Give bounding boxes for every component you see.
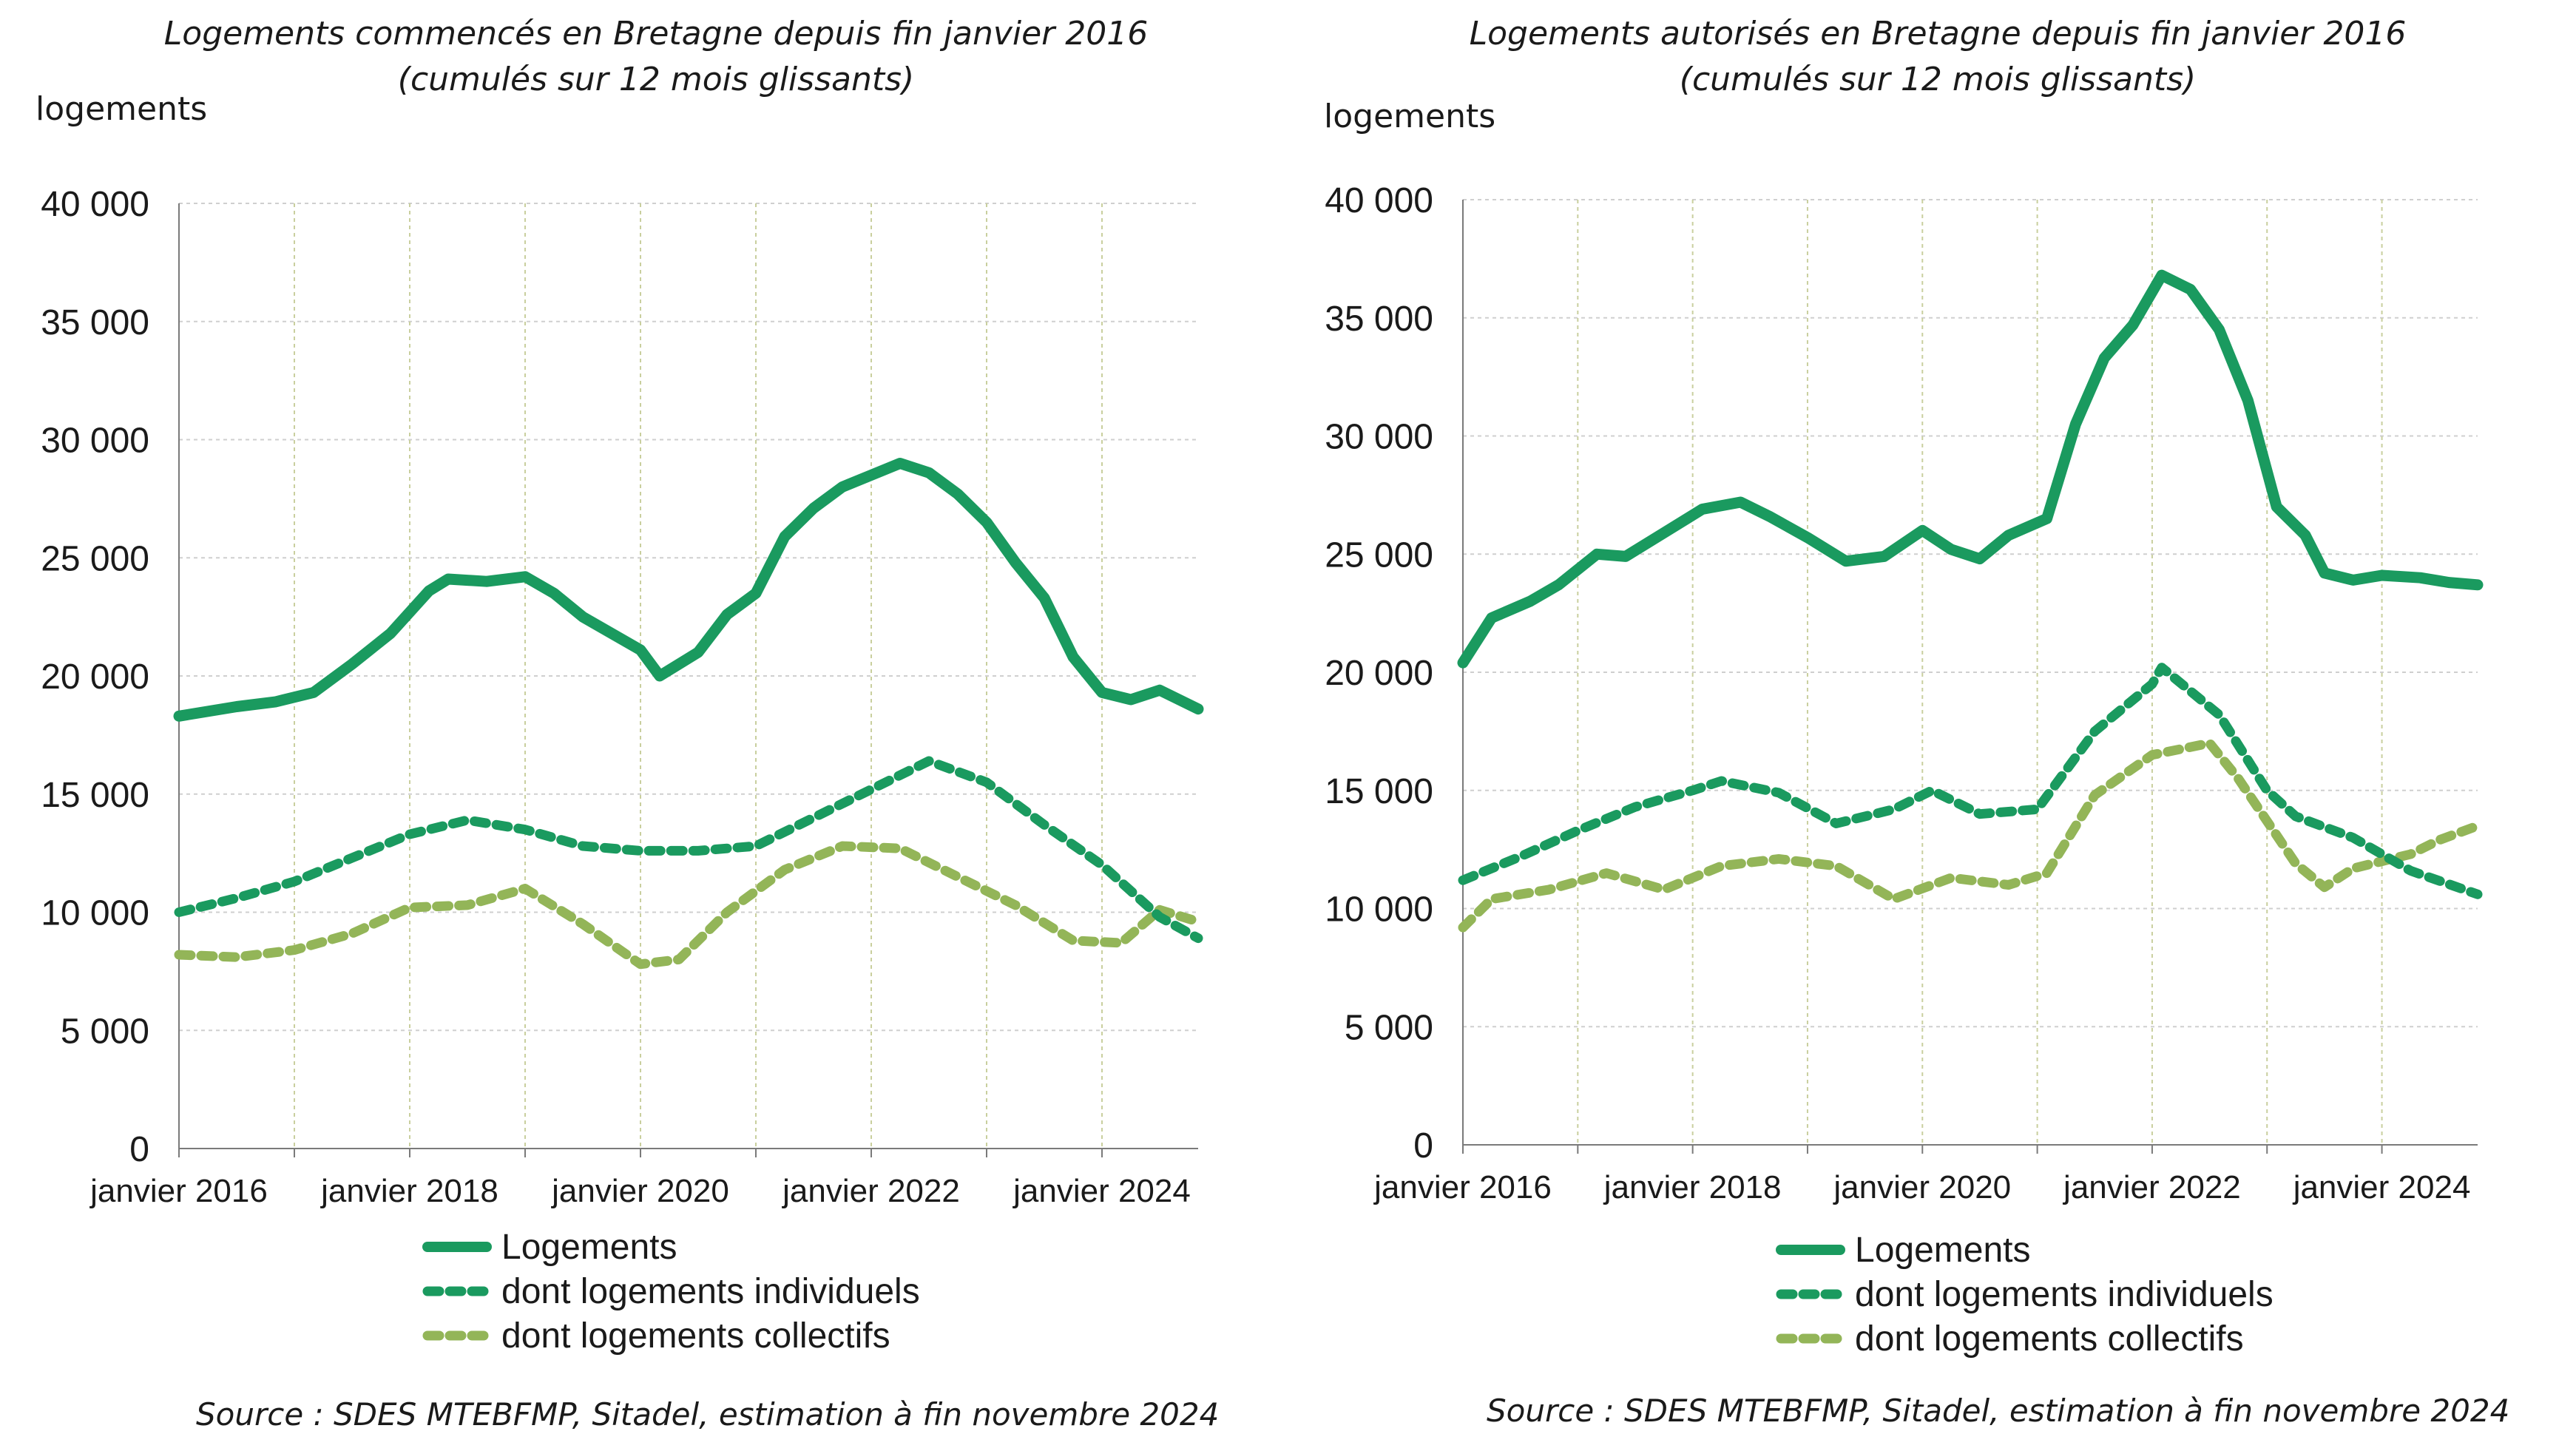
legend-label-individuels: dont logements individuels (501, 1272, 920, 1311)
x-tick-label: janvier 2020 (550, 1173, 729, 1209)
y-tick-label: 40 000 (1325, 181, 1433, 220)
legend-label-individuels: dont logements individuels (1855, 1275, 2274, 1314)
chart-logements-autorises: Logements autorisés en Bretagne depuis f… (1324, 15, 2509, 1429)
y-tick-label: 30 000 (41, 422, 149, 461)
y-tick-label: 15 000 (41, 776, 149, 815)
source-note: Source : SDES MTEBFMP, Sitadel, estimati… (1487, 1393, 2509, 1429)
x-tick-labels: janvier 2016 janvier 2018 janvier 2020 janv… (1373, 1169, 2470, 1205)
y-axis-label: logements (36, 90, 207, 128)
series-logements (173, 458, 1204, 722)
series-logements-individuels (174, 756, 1203, 944)
x-tick-label: janvier 2022 (2062, 1169, 2241, 1205)
y-tick-label: 15 000 (1325, 772, 1433, 811)
series-logements-collectifs (174, 841, 1203, 970)
chart-subtitle: (cumulés sur 12 mois glissants) (1680, 61, 2196, 98)
chart-title: Logements commencés en Bretagne depuis f… (164, 15, 1148, 53)
legend-label-collectifs: dont logements collectifs (1855, 1319, 2244, 1359)
chart-subtitle: (cumulés sur 12 mois glissants) (398, 61, 914, 98)
y-tick-label: 40 000 (41, 185, 149, 224)
series-lines (173, 458, 1204, 970)
y-tick-label: 35 000 (1325, 300, 1433, 339)
legend-label-logements: Logements (1855, 1231, 2031, 1270)
x-tick-label: janvier 2018 (320, 1173, 498, 1209)
series-lines (1457, 269, 2484, 933)
source-note: Source : SDES MTEBFMP, Sitadel, estimati… (196, 1396, 1219, 1433)
x-tick-labels: janvier 2016 janvier 2018 janvier 2020 janv… (89, 1173, 1191, 1209)
y-tick-label: 10 000 (41, 894, 149, 933)
y-axis-label: logements (1324, 98, 1495, 135)
gridlines (1462, 199, 2478, 1154)
y-tick-label: 20 000 (1325, 654, 1433, 693)
legend: Logements dont logements individuels don… (1776, 1231, 2274, 1359)
legend-label-logements: Logements (501, 1228, 677, 1267)
y-tick-label: 0 (129, 1130, 149, 1169)
x-tick-label: janvier 2016 (1373, 1169, 1552, 1205)
y-tick-label: 25 000 (41, 539, 149, 578)
x-tick-label: janvier 2016 (89, 1173, 268, 1209)
series-logements (1457, 269, 2484, 669)
y-tick-label: 35 000 (41, 303, 149, 342)
legend: Logements dont logements individuels don… (422, 1228, 920, 1356)
y-tick-labels: 0 5 000 10 000 15 000 20 000 25 000 30 000 35 0… (41, 185, 149, 1169)
x-tick-label: janvier 2018 (1603, 1169, 1782, 1205)
y-tick-label: 10 000 (1325, 890, 1433, 930)
y-tick-label: 0 (1413, 1126, 1433, 1166)
y-tick-label: 30 000 (1325, 418, 1433, 457)
x-tick-label: janvier 2024 (2292, 1169, 2471, 1205)
gridlines (178, 203, 1198, 1157)
x-tick-label: janvier 2020 (1832, 1169, 2011, 1205)
chart-title: Logements autorisés en Bretagne depuis f… (1470, 15, 2407, 53)
y-tick-label: 5 000 (61, 1012, 149, 1051)
legend-label-collectifs: dont logements collectifs (501, 1316, 890, 1356)
series-logements-individuels (1458, 663, 2483, 899)
y-tick-label: 25 000 (1325, 535, 1433, 575)
y-tick-labels: 0 5 000 10 000 15 000 20 000 25 000 30 000 35 0… (1325, 181, 1433, 1166)
x-tick-label: janvier 2022 (781, 1173, 960, 1209)
series-logements-collectifs (1458, 738, 2483, 933)
chart-logements-commences: Logements commencés en Bretagne depuis f… (36, 15, 1219, 1433)
x-tick-label: janvier 2024 (1012, 1173, 1191, 1209)
y-tick-label: 5 000 (1345, 1008, 1433, 1047)
y-tick-label: 20 000 (41, 657, 149, 697)
